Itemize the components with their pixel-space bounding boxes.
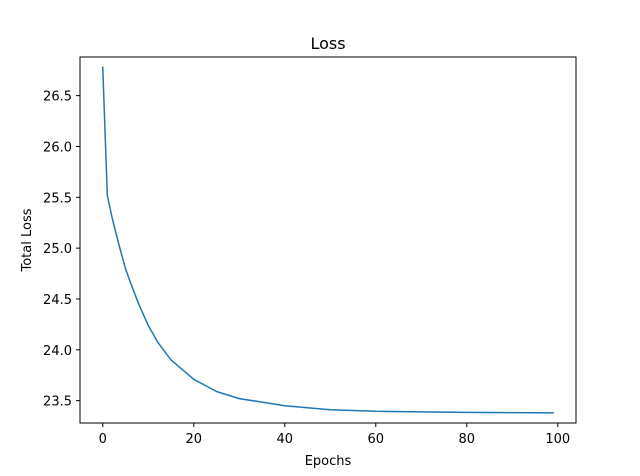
y-tick-label: 26.5 [43, 90, 72, 105]
chart-title: Loss [310, 34, 345, 53]
plot-frame [79, 56, 577, 424]
y-tick-label: 25.0 [43, 242, 72, 257]
x-tick-label: 60 [368, 432, 385, 447]
x-axis: 0 20 40 60 80 100 [99, 423, 570, 447]
x-tick-label: 100 [545, 432, 570, 447]
plot-area [80, 57, 576, 423]
series-layer [102, 66, 554, 414]
x-axis-label: Epochs [305, 454, 352, 469]
loss-line [102, 66, 554, 414]
x-tick-label: 40 [276, 432, 293, 447]
y-axis: 23.5 24.0 24.5 25.0 25.5 26.0 26.5 [43, 90, 80, 410]
y-tick-label: 23.5 [43, 395, 72, 410]
x-tick-label: 20 [185, 432, 202, 447]
x-tick-label: 80 [459, 432, 476, 447]
y-tick-label: 26.0 [43, 140, 72, 155]
y-tick-label: 25.5 [43, 191, 72, 206]
y-tick-label: 24.5 [43, 293, 72, 308]
x-tick-label: 0 [99, 432, 107, 447]
y-tick-label: 24.0 [43, 344, 72, 359]
y-axis-label: Total Loss [20, 208, 35, 272]
